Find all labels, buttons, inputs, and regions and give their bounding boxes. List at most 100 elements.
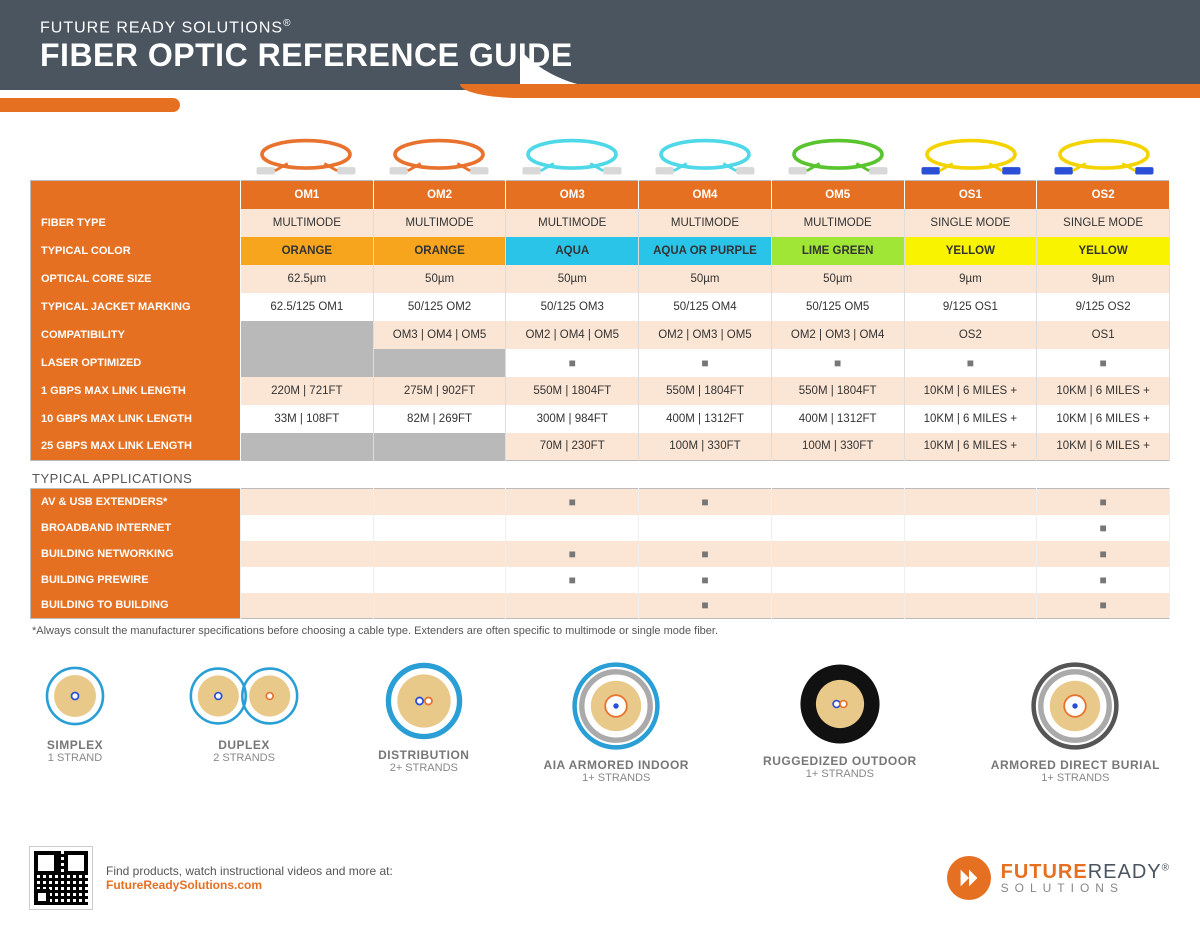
table-cell <box>771 567 904 593</box>
table-row: BUILDING NETWORKING■■■ <box>31 541 1170 567</box>
check-icon: ■ <box>1099 521 1106 535</box>
cable-type-name: AIA ARMORED INDOOR <box>544 758 689 772</box>
table-cell: 33M | 108FT <box>241 405 374 433</box>
cable-type-name: DUPLEX <box>184 738 304 752</box>
cable-cross-section-icon <box>184 661 304 734</box>
table-cell <box>771 489 904 515</box>
check-icon: ■ <box>1099 598 1106 612</box>
table-row: LASER OPTIMIZED■■■■■ <box>31 349 1170 377</box>
table-cell: 400M | 1312FT <box>771 405 904 433</box>
table-cell <box>904 593 1037 619</box>
table-cell: ■ <box>1037 349 1170 377</box>
cable-image <box>771 136 904 180</box>
table-row: BUILDING TO BUILDING■■ <box>31 593 1170 619</box>
table-cell: ■ <box>639 349 772 377</box>
table-cell: 300M | 984FT <box>506 405 639 433</box>
page-title: FIBER OPTIC REFERENCE GUIDE <box>40 37 573 74</box>
table-cell: ■ <box>1037 515 1170 541</box>
cable-type-item: ARMORED DIRECT BURIAL 1+ STRANDS <box>991 661 1160 784</box>
check-icon: ■ <box>1099 356 1106 370</box>
table-cell <box>904 489 1037 515</box>
check-icon: ■ <box>1099 547 1106 561</box>
table-cell <box>904 567 1037 593</box>
table-cell: YELLOW <box>1037 237 1170 265</box>
column-header: OS1 <box>904 181 1037 209</box>
table-cell: 9µm <box>1037 265 1170 293</box>
column-header: OM4 <box>639 181 772 209</box>
table-cell: ORANGE <box>373 237 506 265</box>
table-header-row: OM1OM2OM3OM4OM5OS1OS2 <box>31 181 1170 209</box>
table-cell: 10KM | 6 MILES + <box>904 405 1037 433</box>
cable-type-item: RUGGEDIZED OUTDOOR 1+ STRANDS <box>763 661 917 780</box>
logo-wordmark: FUTUREREADY® <box>1001 862 1170 882</box>
column-header: OS2 <box>1037 181 1170 209</box>
cable-type-sub: 1+ STRANDS <box>763 768 917 780</box>
table-cell: 220M | 721FT <box>241 377 374 405</box>
table-cell: ■ <box>771 349 904 377</box>
cable-cross-section-icon <box>797 661 883 750</box>
cable-type-item: DISTRIBUTION 2+ STRANDS <box>378 661 469 774</box>
table-cell <box>241 321 374 349</box>
cable-type-item: SIMPLEX 1 STRAND <box>40 661 110 764</box>
table-cell <box>373 567 506 593</box>
table-cell <box>904 515 1037 541</box>
table-cell: YELLOW <box>904 237 1037 265</box>
table-cell <box>506 515 639 541</box>
table-cell <box>771 515 904 541</box>
table-cell: MULTIMODE <box>241 209 374 237</box>
cable-images-row <box>30 124 1170 180</box>
footer: Find products, watch instructional video… <box>30 847 1170 909</box>
table-cell <box>373 593 506 619</box>
table-cell: 9/125 OS1 <box>904 293 1037 321</box>
column-header: OM2 <box>373 181 506 209</box>
table-cell: MULTIMODE <box>373 209 506 237</box>
check-icon: ■ <box>701 495 708 509</box>
table-cell: MULTIMODE <box>506 209 639 237</box>
reference-table: OM1OM2OM3OM4OM5OS1OS2 FIBER TYPEMULTIMOD… <box>30 180 1170 461</box>
table-row: 1 GBPS MAX LINK LENGTH220M | 721FT275M |… <box>31 377 1170 405</box>
row-label: COMPATIBILITY <box>31 321 241 349</box>
table-cell: 550M | 1804FT <box>771 377 904 405</box>
table-cell: ■ <box>506 567 639 593</box>
cable-type-item: DUPLEX 2 STRANDS <box>184 661 304 764</box>
table-cell: 100M | 330FT <box>771 433 904 461</box>
table-row: TYPICAL COLORORANGEORANGEAQUAAQUA OR PUR… <box>31 237 1170 265</box>
table-row: AV & USB EXTENDERS*■■■ <box>31 489 1170 515</box>
table-cell: ■ <box>1037 541 1170 567</box>
table-cell: ■ <box>506 489 639 515</box>
table-cell: ORANGE <box>241 237 374 265</box>
cable-type-name: RUGGEDIZED OUTDOOR <box>763 754 917 768</box>
table-cell <box>241 567 374 593</box>
cable-image <box>1037 136 1170 180</box>
table-cell <box>771 541 904 567</box>
footer-link[interactable]: FutureReadySolutions.com <box>106 878 393 892</box>
cable-type-item: AIA ARMORED INDOOR 1+ STRANDS <box>544 661 689 784</box>
table-cell: 550M | 1804FT <box>506 377 639 405</box>
table-cell: ■ <box>904 349 1037 377</box>
table-cell: 50µm <box>639 265 772 293</box>
column-header: OM1 <box>241 181 374 209</box>
table-cell: MULTIMODE <box>771 209 904 237</box>
table-cell <box>904 541 1037 567</box>
company-text: FUTURE READY SOLUTIONS <box>40 19 283 36</box>
check-icon: ■ <box>834 356 841 370</box>
table-cell <box>241 541 374 567</box>
row-label: LASER OPTIMIZED <box>31 349 241 377</box>
table-cell: 400M | 1312FT <box>639 405 772 433</box>
cable-type-sub: 1 STRAND <box>40 752 110 764</box>
table-cell: 62.5/125 OM1 <box>241 293 374 321</box>
table-cell: 50µm <box>373 265 506 293</box>
table-cell <box>241 593 374 619</box>
cable-image <box>904 136 1037 180</box>
table-cell: AQUA OR PURPLE <box>639 237 772 265</box>
table-cell: 100M | 330FT <box>639 433 772 461</box>
check-icon: ■ <box>569 495 576 509</box>
table-cell: ■ <box>506 541 639 567</box>
check-icon: ■ <box>701 573 708 587</box>
table-cell <box>241 489 374 515</box>
row-label: OPTICAL CORE SIZE <box>31 265 241 293</box>
cable-type-name: SIMPLEX <box>40 738 110 752</box>
row-label: 1 GBPS MAX LINK LENGTH <box>31 377 241 405</box>
column-header: OM5 <box>771 181 904 209</box>
table-cell: 10KM | 6 MILES + <box>1037 405 1170 433</box>
